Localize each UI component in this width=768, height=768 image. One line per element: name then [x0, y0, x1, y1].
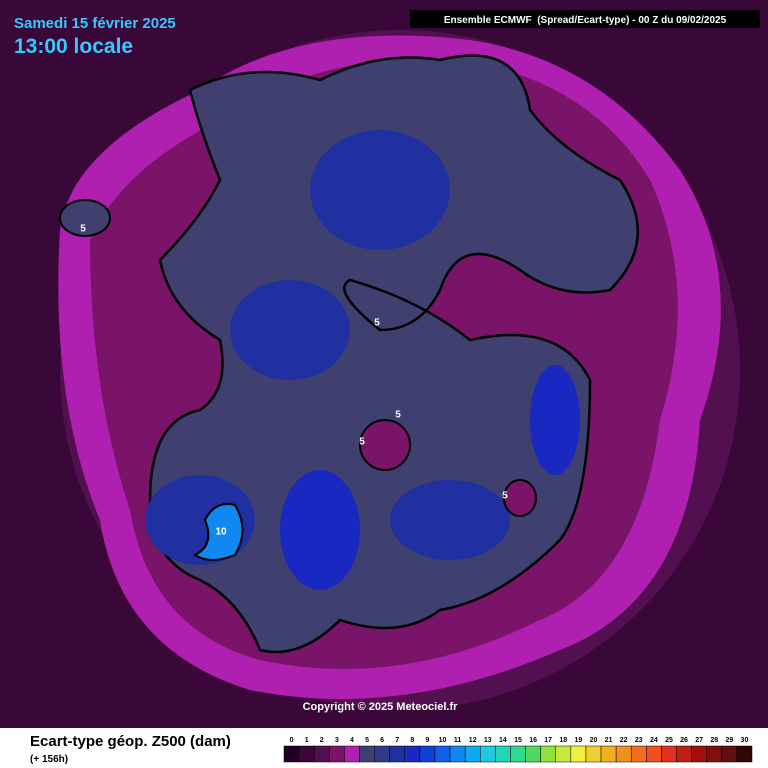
colorbar-label: 24 — [650, 737, 658, 744]
colorbar-label: 11 — [454, 737, 462, 744]
run-info: Ensemble ECMWF (Spread/Ecart-type) - 00 … — [444, 15, 727, 26]
footer-title: Ecart-type géop. Z500 (dam) — [30, 733, 231, 750]
colorbar-swatch — [449, 745, 466, 763]
contour-label: 5 — [502, 491, 508, 502]
colorbar-label: 30 — [741, 737, 749, 744]
copyright: Copyright © 2025 Meteociel.fr — [303, 701, 459, 713]
colorbar-label: 14 — [499, 737, 507, 744]
colorbar-swatch — [555, 745, 572, 763]
colorbar-swatch — [661, 745, 677, 763]
colorbar-swatch — [600, 745, 617, 763]
colorbar-label: 5 — [365, 737, 369, 744]
spread-10-zone — [193, 503, 244, 561]
blue-zone — [390, 480, 510, 560]
contour-label: 5 — [395, 410, 401, 421]
footer-lead: (+ 156h) — [30, 754, 68, 765]
colorbar-label: 4 — [350, 737, 354, 744]
colorbar-swatch — [615, 745, 632, 763]
colorbar-swatch — [510, 745, 526, 763]
colorbar: 0 1 2 3 4 5 6 7 8 9 10 11 12 13 14 15 16 17 18 19 20 21 22 23 24… — [283, 737, 753, 763]
colorbar-swatch — [419, 745, 436, 763]
time: 13:00 locale — [14, 35, 133, 58]
colorbar-label: 6 — [380, 737, 384, 744]
blue-zone — [310, 130, 450, 250]
date: Samedi 15 février 2025 — [14, 15, 176, 32]
colorbar-swatch — [464, 745, 481, 763]
colorbar-label: 16 — [529, 737, 537, 744]
colorbar-swatch — [585, 745, 602, 763]
colorbar-swatch — [344, 745, 360, 763]
contour-labels: 5 5 5 5 5 10 — [80, 224, 508, 538]
colorbar-swatch — [691, 745, 707, 763]
colorbar-swatch — [374, 745, 390, 763]
colorbar-label: 2 — [320, 737, 324, 744]
colorbar-swatch — [495, 745, 511, 763]
colorbar-swatch — [525, 745, 541, 763]
colorbar-label: 0 — [290, 737, 294, 744]
colorbar-swatch — [721, 745, 738, 763]
colorbar-label: 12 — [469, 737, 477, 744]
colorbar-swatch — [630, 745, 647, 763]
colorbar-label: 3 — [335, 737, 339, 744]
colorbar-label: 26 — [680, 737, 688, 744]
blue-zone — [530, 365, 580, 475]
colorbar-swatch — [736, 745, 753, 763]
colorbar-label: 22 — [620, 737, 628, 744]
colorbar-label: 13 — [484, 737, 492, 744]
colorbar-swatch — [389, 745, 406, 763]
contour-label: 5 — [374, 318, 380, 329]
colorbar-swatch — [646, 745, 662, 763]
colorbar-swatch — [329, 745, 345, 763]
spread-5-zone — [59, 199, 111, 237]
colorbar-label: 21 — [605, 737, 613, 744]
colorbar-label: 19 — [574, 737, 582, 744]
colorbar-label: 27 — [695, 737, 703, 744]
colorbar-swatch — [298, 745, 315, 763]
contour-label: 10 — [215, 527, 227, 538]
colorbar-label: 9 — [425, 737, 429, 744]
purple-zone — [503, 479, 537, 517]
colorbar-swatch — [480, 745, 496, 763]
colorbar-swatch — [676, 745, 692, 763]
contour-label: 5 — [359, 437, 365, 448]
colorbar-label: 28 — [710, 737, 718, 744]
colorbar-swatch — [359, 745, 375, 763]
colorbar-swatch — [706, 745, 723, 763]
colorbar-label: 18 — [559, 737, 567, 744]
colorbar-label: 7 — [395, 737, 399, 744]
colorbar-label: 20 — [590, 737, 598, 744]
colorbar-label: 15 — [514, 737, 522, 744]
colorbar-label: 1 — [305, 737, 309, 744]
contour-label: 5 — [80, 224, 86, 235]
blue-zone — [280, 470, 360, 590]
colorbar-label: 10 — [439, 737, 447, 744]
colorbar-label: 8 — [410, 737, 414, 744]
colorbar-swatch — [283, 745, 300, 763]
colorbar-label: 25 — [665, 737, 673, 744]
colorbar-label: 29 — [725, 737, 733, 744]
colorbar-label: 23 — [635, 737, 643, 744]
colorbar-swatch — [404, 745, 421, 763]
colorbar-swatch — [540, 745, 556, 763]
purple-zone — [359, 419, 411, 471]
blue-zone — [230, 280, 350, 380]
run-box — [410, 10, 760, 28]
map — [58, 30, 740, 710]
colorbar-swatch — [313, 745, 330, 763]
colorbar-swatch — [434, 745, 451, 763]
colorbar-swatch — [570, 745, 587, 763]
colorbar-label: 17 — [544, 737, 552, 744]
